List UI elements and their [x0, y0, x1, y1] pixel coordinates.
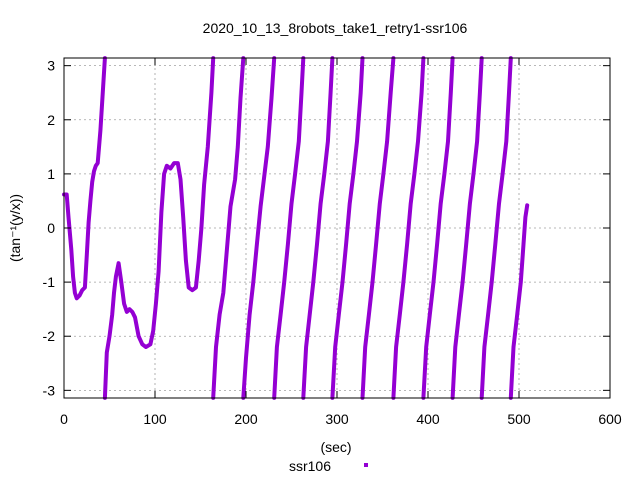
- series-layer: [62, 56, 530, 400]
- series-segment: [211, 56, 246, 400]
- legend: ssr106: [289, 458, 368, 474]
- x-axis-label: (sec): [320, 439, 351, 455]
- y-tick-label: -2: [43, 328, 56, 344]
- series-segment: [62, 56, 107, 301]
- x-tick-label: 0: [60, 411, 68, 427]
- series-segment: [391, 56, 426, 400]
- y-tick-label: -3: [43, 382, 56, 398]
- x-tick-label: 500: [507, 411, 531, 427]
- series-segment: [479, 56, 513, 400]
- series-segment: [272, 56, 306, 400]
- series-segment: [102, 56, 216, 400]
- series-segment: [421, 56, 455, 400]
- legend-label: ssr106: [289, 458, 331, 474]
- x-tick-label: 600: [598, 411, 622, 427]
- series-segment: [301, 56, 335, 400]
- y-tick-label: 2: [47, 112, 55, 128]
- series-segment: [508, 203, 530, 400]
- series-segment: [360, 56, 396, 400]
- y-tick-label: 3: [47, 58, 55, 74]
- axis-ticks: -3 -2 -1 0 1 2 3 0 100 200 300 400 500 600: [43, 58, 622, 427]
- series-segment: [241, 56, 277, 400]
- x-tick-label: 200: [234, 411, 258, 427]
- chart-title: 2020_10_13_8robots_take1_retry1-ssr106: [203, 20, 468, 36]
- y-tick-label: 0: [47, 220, 55, 236]
- legend-marker: [364, 463, 368, 467]
- x-tick-label: 300: [325, 411, 349, 427]
- y-tick-label: 1: [47, 166, 55, 182]
- y-axis-label: (tan⁻¹(y/x)): [7, 194, 23, 262]
- series-segment: [330, 56, 365, 400]
- x-tick-label: 400: [416, 411, 440, 427]
- x-tick-label: 100: [143, 411, 167, 427]
- y-tick-label: -1: [43, 274, 56, 290]
- series-segment: [450, 56, 484, 400]
